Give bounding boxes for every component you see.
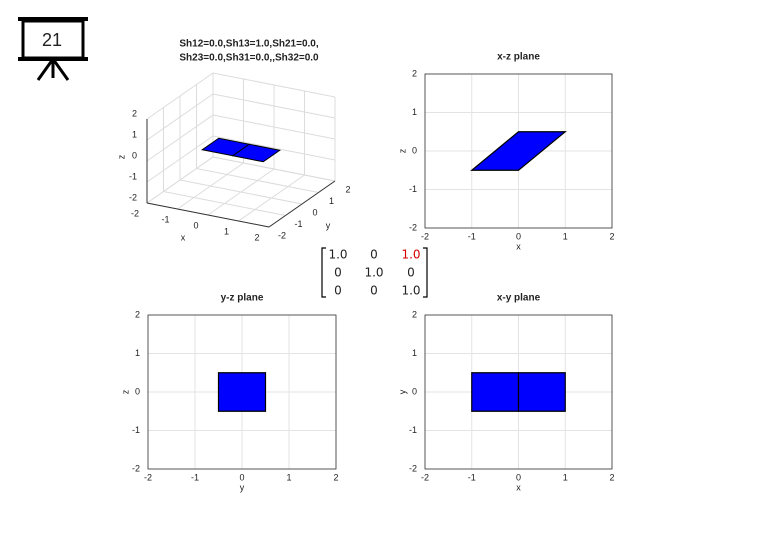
x-tick-label: 0 (239, 472, 244, 482)
y-tick-label: -1 (409, 184, 417, 194)
x-tick-label: 1 (563, 472, 568, 482)
x-tick-label: -2 (421, 472, 429, 482)
y-tick-label: -2 (409, 222, 417, 232)
y-axis-label: z (120, 389, 130, 394)
x-tick-label: -1 (191, 472, 199, 482)
x-axis (146, 202, 270, 228)
y-tick-label: 2 (412, 309, 417, 319)
y-tick-label: -1 (132, 425, 140, 435)
grid-line (212, 135, 336, 161)
x-axis-label: x (516, 482, 521, 492)
y-axis-label: y (397, 389, 407, 394)
x-axis-label: x (181, 232, 186, 242)
y-tick-label: 0 (312, 207, 317, 217)
z-tick-label: 1 (132, 129, 137, 139)
x-tick-label: 2 (254, 232, 259, 242)
grid-line (146, 135, 214, 183)
y-axis-label: z (397, 148, 407, 153)
x-tick-label: 2 (333, 472, 338, 482)
matrix-cell: 1.0 (364, 266, 383, 280)
matrix-cell: 1.0 (401, 248, 420, 262)
x-tick-label: 1 (224, 226, 229, 236)
grid-line (163, 191, 286, 216)
x-tick-label: 0 (516, 231, 521, 241)
grid-line (146, 114, 214, 162)
x-tick-label: 1 (286, 472, 291, 482)
axes-frame (424, 314, 613, 470)
y-tick-label: 2 (345, 184, 350, 194)
axes-frame (424, 73, 613, 229)
shape (517, 372, 566, 412)
y-tick-label: -2 (409, 463, 417, 473)
matrix-cell: 0 (407, 266, 415, 280)
shape (217, 372, 267, 412)
y-tick-label: 2 (135, 309, 140, 319)
z-tick-label: 0 (132, 150, 137, 160)
x-tick-label: -2 (421, 231, 429, 241)
y-tick-label: -1 (294, 219, 302, 229)
axes-frame (147, 314, 337, 470)
x-axis-label: y (240, 482, 245, 492)
chart-title: Sh23=0.0,Sh31=0.0,,Sh32=0.0 (179, 53, 319, 64)
z-tick-label: 2 (132, 108, 137, 118)
x-tick-label: 1 (563, 231, 568, 241)
z-tick-label: -1 (129, 171, 137, 181)
matrix-cell: 0 (334, 284, 342, 298)
matrix-cell: 0 (334, 266, 342, 280)
y-tick-label: -1 (409, 425, 417, 435)
y-tick-label: -2 (132, 463, 140, 473)
grid-line (212, 114, 336, 140)
y-axis (268, 180, 336, 228)
y-tick-label: 2 (412, 68, 417, 78)
matrix-cell: 0 (370, 248, 378, 262)
x-tick-label: 0 (193, 220, 198, 230)
grid-line (146, 93, 214, 141)
y-tick-label: -2 (278, 230, 286, 240)
x-tick-label: 2 (609, 231, 614, 241)
z-tick-label: -2 (129, 192, 137, 202)
shape (470, 131, 567, 171)
x-tick-label: -2 (131, 208, 139, 218)
x-tick-label: -1 (468, 472, 476, 482)
chart-title: y-z plane (221, 293, 264, 304)
y-tick-label: 0 (412, 386, 417, 396)
x-tick-label: 2 (609, 472, 614, 482)
matrix-cell: 1.0 (328, 248, 347, 262)
y-tick-label: 0 (135, 386, 140, 396)
grid-line (146, 72, 214, 120)
matrix-cell: 1.0 (401, 284, 420, 298)
slide-number: 21 (42, 30, 62, 50)
x-tick-label: -1 (468, 231, 476, 241)
grid-line (212, 72, 336, 98)
grid-line (212, 156, 336, 182)
y-tick-label: 1 (135, 348, 140, 358)
y-tick-label: 0 (412, 145, 417, 155)
shape (471, 372, 520, 412)
grid-line (179, 179, 303, 205)
x-tick-label: 0 (516, 472, 521, 482)
x-tick-label: -1 (161, 214, 169, 224)
y-axis-label: y (326, 220, 331, 230)
grid-line (146, 156, 214, 204)
z-axis-label: z (116, 154, 126, 159)
matrix-brackets (321, 247, 428, 298)
chart-title: x-y plane (497, 293, 541, 304)
shape (231, 143, 282, 163)
grid-line (196, 168, 319, 193)
chart-title: x-z plane (497, 52, 540, 63)
grid-line (212, 93, 336, 119)
y-tick-label: 1 (412, 348, 417, 358)
matrix-cell: 0 (370, 284, 378, 298)
y-tick-label: 1 (412, 107, 417, 117)
chart-title: Sh12=0.0,Sh13=1.0,Sh21=0.0, (179, 39, 318, 50)
x-axis-label: x (516, 241, 521, 251)
x-tick-label: -2 (144, 472, 152, 482)
y-tick-label: 1 (329, 196, 334, 206)
slide-icon (18, 17, 88, 81)
